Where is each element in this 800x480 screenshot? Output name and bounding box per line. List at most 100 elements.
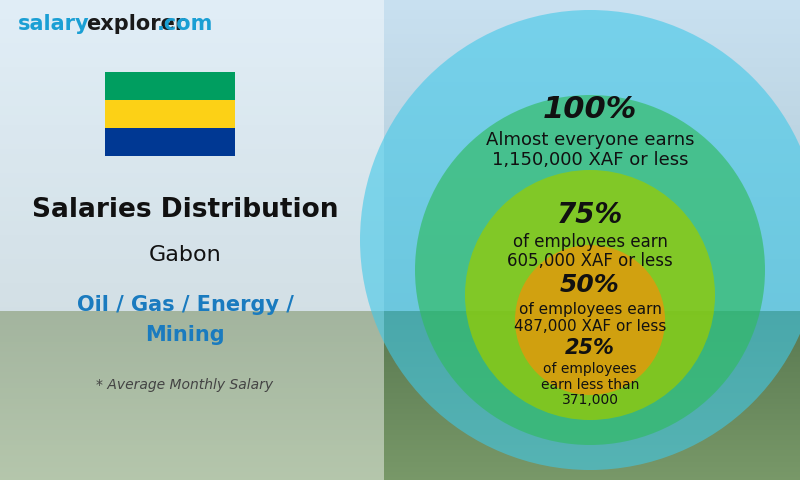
Bar <box>0 356 800 359</box>
Bar <box>0 398 800 403</box>
Bar <box>0 384 800 389</box>
Bar <box>0 444 800 446</box>
Bar <box>0 283 800 288</box>
Bar <box>0 96 800 101</box>
Bar <box>0 346 800 350</box>
Bar <box>0 388 800 391</box>
Bar <box>0 355 800 360</box>
Bar <box>0 446 800 451</box>
Bar <box>0 62 800 67</box>
Bar <box>0 413 800 416</box>
Bar <box>0 390 800 393</box>
Bar <box>0 409 800 413</box>
Bar <box>0 339 800 342</box>
Bar <box>0 445 800 448</box>
Bar <box>0 221 800 226</box>
Text: .com: .com <box>157 14 214 34</box>
Bar <box>0 29 800 34</box>
Bar <box>105 72 235 100</box>
Bar <box>0 329 800 332</box>
Bar <box>0 352 800 356</box>
Bar <box>0 403 800 406</box>
Bar <box>0 298 800 302</box>
Bar <box>0 58 800 62</box>
Bar <box>0 325 800 329</box>
Text: 371,000: 371,000 <box>562 393 618 407</box>
Bar <box>0 391 800 395</box>
Bar <box>0 115 800 120</box>
Bar <box>0 364 800 368</box>
Bar <box>0 226 800 230</box>
Bar <box>0 467 800 470</box>
Bar <box>0 433 800 436</box>
Text: 1,150,000 XAF or less: 1,150,000 XAF or less <box>492 151 688 169</box>
Bar <box>0 19 800 24</box>
Bar <box>0 311 800 314</box>
Bar <box>0 77 800 82</box>
Bar <box>0 139 800 144</box>
Bar <box>0 378 800 381</box>
Bar <box>0 460 800 463</box>
Bar <box>0 368 800 371</box>
Bar <box>0 187 800 192</box>
Bar <box>0 24 800 29</box>
Bar <box>0 106 800 110</box>
Bar <box>0 82 800 86</box>
Text: 605,000 XAF or less: 605,000 XAF or less <box>507 252 673 270</box>
Bar <box>0 376 800 379</box>
Bar <box>0 422 800 427</box>
Bar <box>0 413 800 418</box>
Bar <box>0 269 800 274</box>
Text: earn less than: earn less than <box>541 378 639 392</box>
Bar <box>0 53 800 58</box>
Bar <box>0 202 800 206</box>
Bar <box>0 411 800 415</box>
Bar <box>0 274 800 278</box>
Bar <box>0 134 800 139</box>
Text: Almost everyone earns: Almost everyone earns <box>486 131 694 149</box>
Bar <box>0 446 800 450</box>
Bar <box>0 216 800 221</box>
Bar <box>0 0 800 5</box>
Text: of employees earn: of employees earn <box>518 302 662 317</box>
Bar <box>0 351 800 354</box>
Bar <box>0 91 800 96</box>
Bar <box>0 206 800 211</box>
Bar <box>0 360 800 365</box>
Bar <box>0 101 800 106</box>
Bar <box>0 235 800 240</box>
Bar <box>0 343 800 346</box>
Bar <box>0 450 800 453</box>
Bar <box>0 144 800 149</box>
Bar <box>0 240 800 245</box>
Bar <box>0 383 800 386</box>
Bar <box>0 130 800 134</box>
Bar <box>0 456 800 461</box>
Bar <box>0 396 800 399</box>
Text: Gabon: Gabon <box>149 245 222 265</box>
Bar <box>0 38 800 43</box>
Bar <box>0 312 800 315</box>
Bar <box>0 317 800 322</box>
Bar <box>0 425 800 428</box>
Bar <box>0 415 800 418</box>
Bar <box>0 341 800 344</box>
Bar <box>0 34 800 38</box>
Bar <box>0 379 800 383</box>
Bar <box>0 452 800 455</box>
Bar <box>0 314 800 317</box>
Bar <box>0 465 800 468</box>
Bar <box>0 332 800 336</box>
Bar <box>0 302 800 307</box>
Bar <box>0 327 800 330</box>
Text: 75%: 75% <box>557 201 623 229</box>
Bar <box>0 245 800 250</box>
Bar <box>0 86 800 91</box>
Bar <box>0 389 800 394</box>
Bar <box>0 348 800 350</box>
Bar <box>0 437 800 440</box>
Bar <box>0 401 800 404</box>
Bar <box>0 408 800 411</box>
Text: of employees earn: of employees earn <box>513 233 667 252</box>
Bar <box>0 403 800 408</box>
